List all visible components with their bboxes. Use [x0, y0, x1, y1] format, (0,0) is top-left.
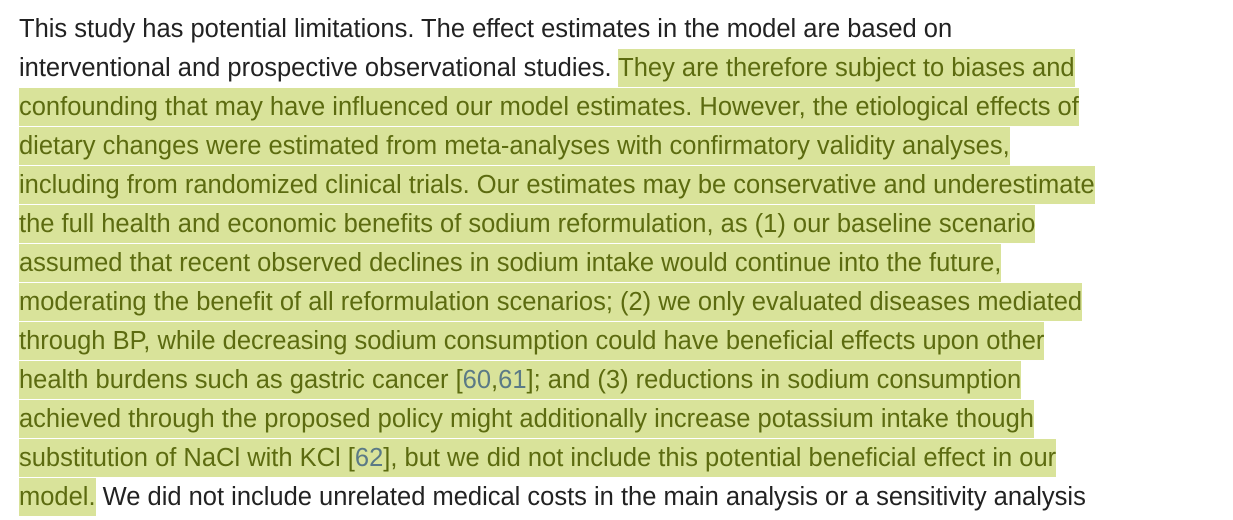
text-line: confounding that may have influenced our…: [19, 88, 1233, 127]
highlighted-text: through BP, while decreasing sodium cons…: [19, 322, 1045, 360]
highlighted-text: assumed that recent observed declines in…: [19, 244, 1002, 282]
highlighted-text: the full health and economic benefits of…: [19, 205, 1036, 243]
text-line: This study has potential limitations. Th…: [19, 10, 1233, 49]
text-segment: We did not include unrelated medical cos…: [95, 483, 1086, 511]
text-line: moderating the benefit of all reformulat…: [19, 283, 1233, 322]
highlighted-text: They are therefore subject to biases and: [618, 49, 1075, 87]
text-line: dietary changes were estimated from meta…: [19, 127, 1233, 166]
text-line: including from randomized clinical trial…: [19, 166, 1233, 205]
highlighted-text: confounding that may have influenced our…: [19, 88, 1079, 126]
text-line: model. We did not include unrelated medi…: [19, 478, 1233, 517]
highlighted-text: including from randomized clinical trial…: [19, 166, 1095, 204]
text-line: the full health and economic benefits of…: [19, 205, 1233, 244]
highlighted-text: ]; and (3) reductions in sodium consumpt…: [526, 361, 1022, 399]
highlighted-text: moderating the benefit of all reformulat…: [19, 283, 1083, 321]
article-paragraph: This study has potential limitations. Th…: [19, 10, 1233, 517]
highlighted-text: dietary changes were estimated from meta…: [19, 127, 1010, 165]
text-line: achieved through the proposed policy mig…: [19, 400, 1233, 439]
citation-link[interactable]: 62: [354, 439, 384, 477]
highlighted-text: model.: [19, 478, 96, 516]
citation-link[interactable]: 60: [462, 361, 492, 399]
text-line: interventional and prospective observati…: [19, 49, 1233, 88]
highlighted-text: ], but we did not include this potential…: [383, 439, 1057, 477]
text-segment: This study has potential limitations. Th…: [19, 15, 953, 43]
text-line: health burdens such as gastric cancer [6…: [19, 361, 1233, 400]
highlighted-text: ,: [491, 361, 499, 399]
text-line: assumed that recent observed declines in…: [19, 244, 1233, 283]
text-line: through BP, while decreasing sodium cons…: [19, 322, 1233, 361]
text-line: substitution of NaCl with KCl [62], but …: [19, 439, 1233, 478]
text-segment: interventional and prospective observati…: [19, 54, 619, 82]
citation-link[interactable]: 61: [498, 361, 527, 399]
highlighted-text: achieved through the proposed policy mig…: [19, 400, 1034, 438]
highlighted-text: substitution of NaCl with KCl [: [19, 439, 355, 477]
highlighted-text: health burdens such as gastric cancer [: [19, 361, 463, 399]
